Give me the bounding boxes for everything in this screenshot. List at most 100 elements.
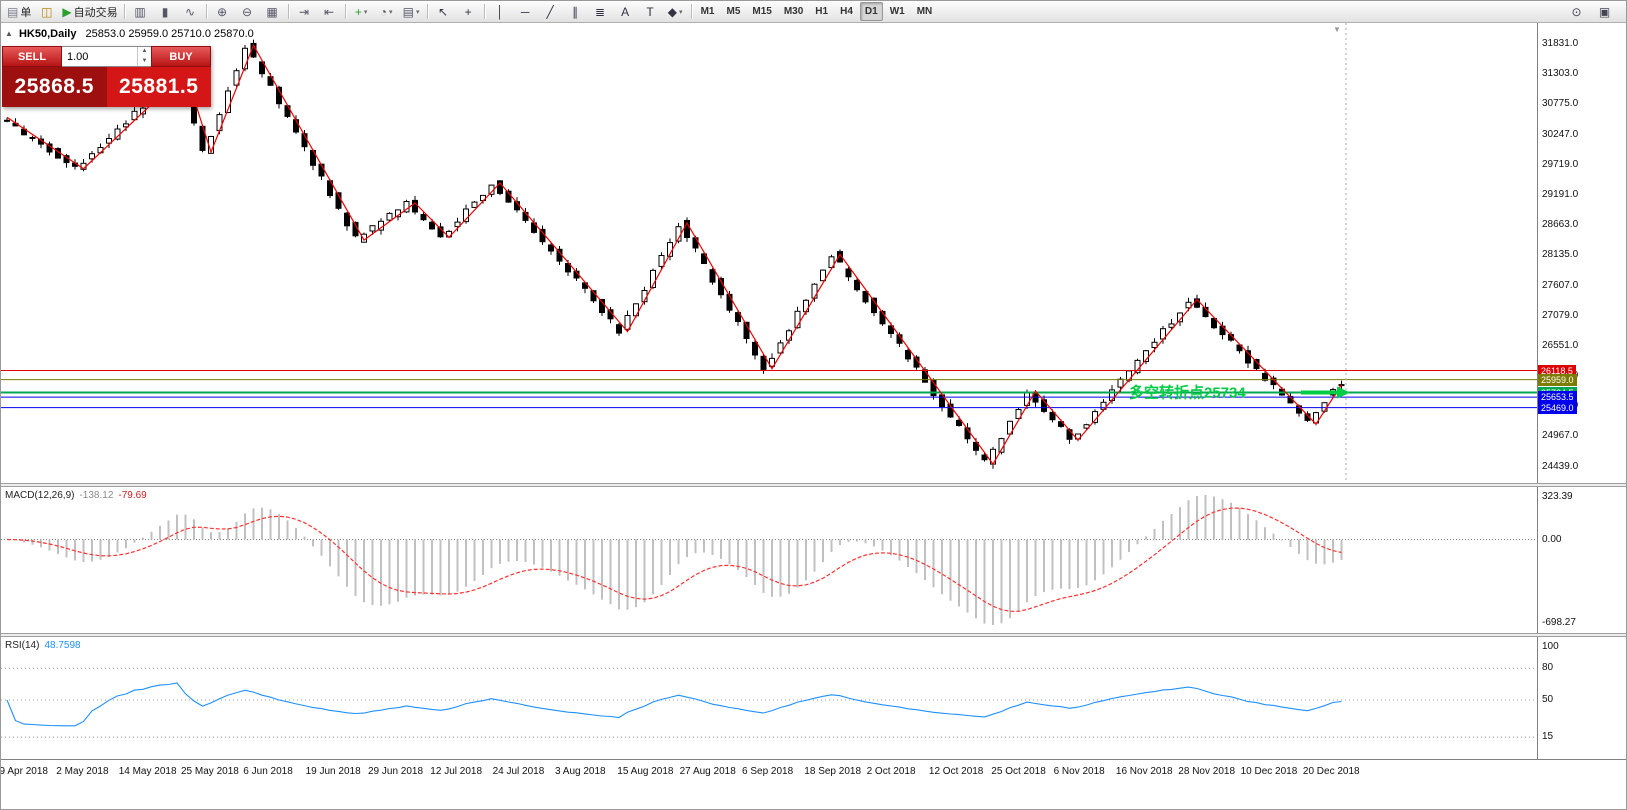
toolbar-separator xyxy=(344,4,346,19)
zoom-in-button[interactable]: ⊕ xyxy=(210,2,235,22)
horizontal-line-icon: ─ xyxy=(520,4,530,19)
zigzag-line[interactable] xyxy=(6,43,1343,466)
periods-button[interactable]: ◔ ▾ xyxy=(374,2,399,22)
date-label: 16 Nov 2018 xyxy=(1115,766,1173,777)
date-label: 12 Jul 2018 xyxy=(430,766,483,777)
price-axis[interactable]: 31831.0 31303.0 30775.0 30247.0 29719.0 29191… xyxy=(1537,23,1626,759)
macd-value-signal: -79.69 xyxy=(118,490,147,501)
annotation-arrowhead-icon xyxy=(1337,386,1350,399)
zoom-out-button[interactable]: ⊖ xyxy=(235,2,260,22)
date-label: 12 Oct 2018 xyxy=(928,766,984,777)
date-label: 18 Sep 2018 xyxy=(804,766,862,777)
trendline-button[interactable]: ╱ xyxy=(538,2,563,22)
chart-title: ▲ HK50,Daily 25853.0 25959.0 25710.0 258… xyxy=(5,28,254,40)
toolbar-separator xyxy=(690,4,692,19)
dropdown-caret-icon: ▾ xyxy=(415,8,420,16)
periods-icon: ◔ xyxy=(379,4,387,19)
date-label: 2 Oct 2018 xyxy=(866,766,916,777)
zoom-in-icon: ⊕ xyxy=(217,4,228,19)
toolbar-right-group: ⊙ ▣ xyxy=(1564,2,1625,22)
toolbar: ▤ 单 ◫ ▶ 自动交易 ▥ ▮ ∿ ⊕ ⊖ ▦ ⇥ ⇤ + ▾ ◔ ▾ ▤ ▾ ↖ + │ ─ ╱ ∥ ≣ A T ◆ ▾ M1 M5 M15… xyxy=(1,1,1626,23)
rsi-axis-label: 50 xyxy=(1542,694,1554,705)
macd-axis-label: 323.39 xyxy=(1542,491,1573,502)
date-label: 25 May 2018 xyxy=(181,766,239,777)
search-button[interactable]: ⊙ xyxy=(1564,2,1589,22)
crosshair-button[interactable]: + xyxy=(456,2,481,22)
volume-decrement-button[interactable]: ▼ xyxy=(141,57,148,64)
charts-icon: ◫ xyxy=(41,4,53,19)
cursor-button[interactable]: ↖ xyxy=(431,2,456,22)
horizontal-line-button[interactable]: ─ xyxy=(513,2,538,22)
timeframe-mn[interactable]: MN xyxy=(916,6,933,17)
one-click-panel-toggle-icon[interactable]: ▲ xyxy=(5,29,13,38)
fibonacci-button[interactable]: ≣ xyxy=(588,2,613,22)
vertical-line-button[interactable]: │ xyxy=(488,2,513,22)
bar-chart-button[interactable]: ▥ xyxy=(128,2,153,22)
tile-windows-button[interactable]: ▦ xyxy=(260,2,285,22)
indicators-button[interactable]: + ▾ xyxy=(349,2,374,22)
date-label: 6 Jun 2018 xyxy=(243,766,293,777)
timeframe-h1[interactable]: H1 xyxy=(815,6,829,17)
shapes-button[interactable]: ◆ ▾ xyxy=(663,2,688,22)
shapes-icon: ◆ xyxy=(667,4,677,19)
date-label: 15 Aug 2018 xyxy=(617,766,674,777)
timeframe-d1[interactable]: D1 xyxy=(859,2,883,21)
timeframe-m5[interactable]: M5 xyxy=(726,6,741,17)
volume-field: ▲ ▼ xyxy=(62,46,151,67)
price-axis-label: 27607.0 xyxy=(1542,279,1579,291)
date-label: 19 Apr 2018 xyxy=(1,766,48,777)
panel-resize-handle[interactable] xyxy=(1,483,1626,487)
time-axis[interactable]: 19 Apr 2018 2 May 2018 14 May 2018 25 May 2… xyxy=(1,759,1626,809)
macd-name: MACD(12,26,9) xyxy=(5,490,75,501)
scroll-to-end-button[interactable]: ⇥ xyxy=(292,2,317,22)
date-label: 6 Sep 2018 xyxy=(742,766,794,777)
timeframe-m15[interactable]: M15 xyxy=(752,6,772,17)
annotation-text[interactable]: 多空转折点25734 xyxy=(1129,384,1246,402)
text-button[interactable]: A xyxy=(613,2,638,22)
templates-button[interactable]: ▤ ▾ xyxy=(399,2,424,22)
line-chart-button[interactable]: ∿ xyxy=(178,2,203,22)
channel-icon: ∥ xyxy=(572,4,579,19)
candlestick-chart-button[interactable]: ▮ xyxy=(153,2,178,22)
auto-scroll-icon: ⇤ xyxy=(324,4,335,19)
label-button[interactable]: T xyxy=(638,2,663,22)
indicators-icon: + xyxy=(354,4,362,19)
window-list-button[interactable]: ▣ xyxy=(1592,2,1617,22)
date-label: 20 Dec 2018 xyxy=(1302,766,1360,777)
scroll-to-end-icon: ⇥ xyxy=(299,4,310,19)
toolbar-separator xyxy=(123,4,125,19)
timeframe-w1[interactable]: W1 xyxy=(889,6,905,17)
sell-price[interactable]: 25868.5 xyxy=(2,67,107,107)
date-label: 10 Dec 2018 xyxy=(1240,766,1298,777)
toolbar-separator xyxy=(287,4,289,19)
rsi-axis-label: 100 xyxy=(1542,641,1559,652)
rsi-name: RSI(14) xyxy=(5,640,40,651)
charts-button[interactable]: ◫ xyxy=(34,2,59,22)
date-label: 24 Jul 2018 xyxy=(492,766,545,777)
buy-price[interactable]: 25881.5 xyxy=(106,67,211,107)
rsi-chart[interactable] xyxy=(1,637,1537,759)
rsi-label: RSI(14) 48.7598 xyxy=(5,640,81,651)
buy-button[interactable]: BUY xyxy=(151,46,211,67)
channel-button[interactable]: ∥ xyxy=(563,2,588,22)
timeframe-h4[interactable]: H4 xyxy=(840,6,853,17)
price-level-tag: 26118.5 xyxy=(1538,364,1576,377)
date-label: 6 Nov 2018 xyxy=(1053,766,1105,777)
tile-windows-icon: ▦ xyxy=(266,4,278,19)
price-chart[interactable]: 多空转折点25734 xyxy=(1,23,1537,483)
sell-button[interactable]: SELL xyxy=(2,46,62,67)
volume-increment-button[interactable]: ▲ xyxy=(141,48,148,54)
toolbar-separator xyxy=(426,4,428,19)
timeframe-m30[interactable]: M30 xyxy=(783,6,804,17)
volume-input[interactable] xyxy=(62,47,137,66)
search-icon: ⊙ xyxy=(1571,4,1582,19)
dropdown-caret-icon: ▾ xyxy=(678,8,683,16)
panel-resize-handle[interactable] xyxy=(1,633,1626,637)
auto-scroll-button[interactable]: ⇤ xyxy=(317,2,342,22)
timeframe-m1[interactable]: M1 xyxy=(700,6,715,17)
symbol-period-label: HK50,Daily xyxy=(18,28,77,40)
window-list-icon: ▣ xyxy=(1598,4,1611,19)
macd-chart[interactable] xyxy=(1,487,1537,633)
autotrading-button[interactable]: ▶ 自动交易 xyxy=(59,2,120,22)
new-order-button[interactable]: ▤ 单 xyxy=(4,2,34,22)
